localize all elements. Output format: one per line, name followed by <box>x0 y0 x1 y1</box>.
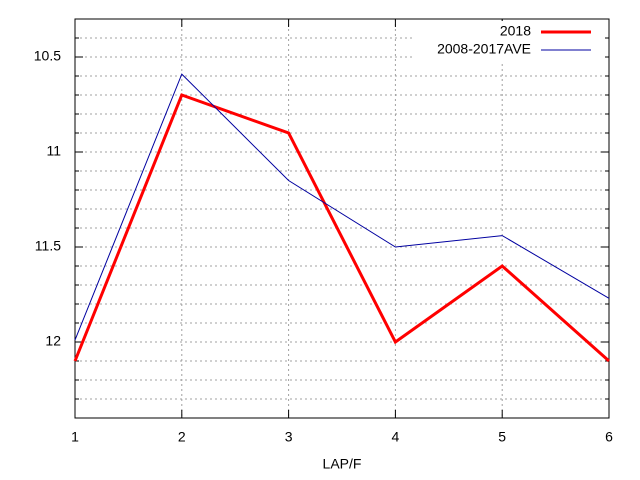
legend-label: 2018 <box>500 23 531 39</box>
x-tick-label: 5 <box>498 429 506 445</box>
legend-box <box>415 21 605 63</box>
y-tick-label: 12 <box>45 333 61 349</box>
x-tick-label: 6 <box>605 429 613 445</box>
x-tick-label: 1 <box>71 429 79 445</box>
y-tick-label: 11 <box>46 143 61 159</box>
y-tick-label: 10.5 <box>34 48 61 64</box>
x-tick-label: 4 <box>392 429 400 445</box>
x-tick-label: 2 <box>178 429 186 445</box>
plot-frame <box>74 18 610 419</box>
legend-label: 2008-2017AVE <box>437 41 531 57</box>
x-tick-label: 3 <box>285 429 293 445</box>
y-tick-label: 11.5 <box>35 238 61 254</box>
series-line <box>73 93 610 363</box>
series-line <box>74 73 610 341</box>
x-axis-label: LAP/F <box>323 456 362 472</box>
